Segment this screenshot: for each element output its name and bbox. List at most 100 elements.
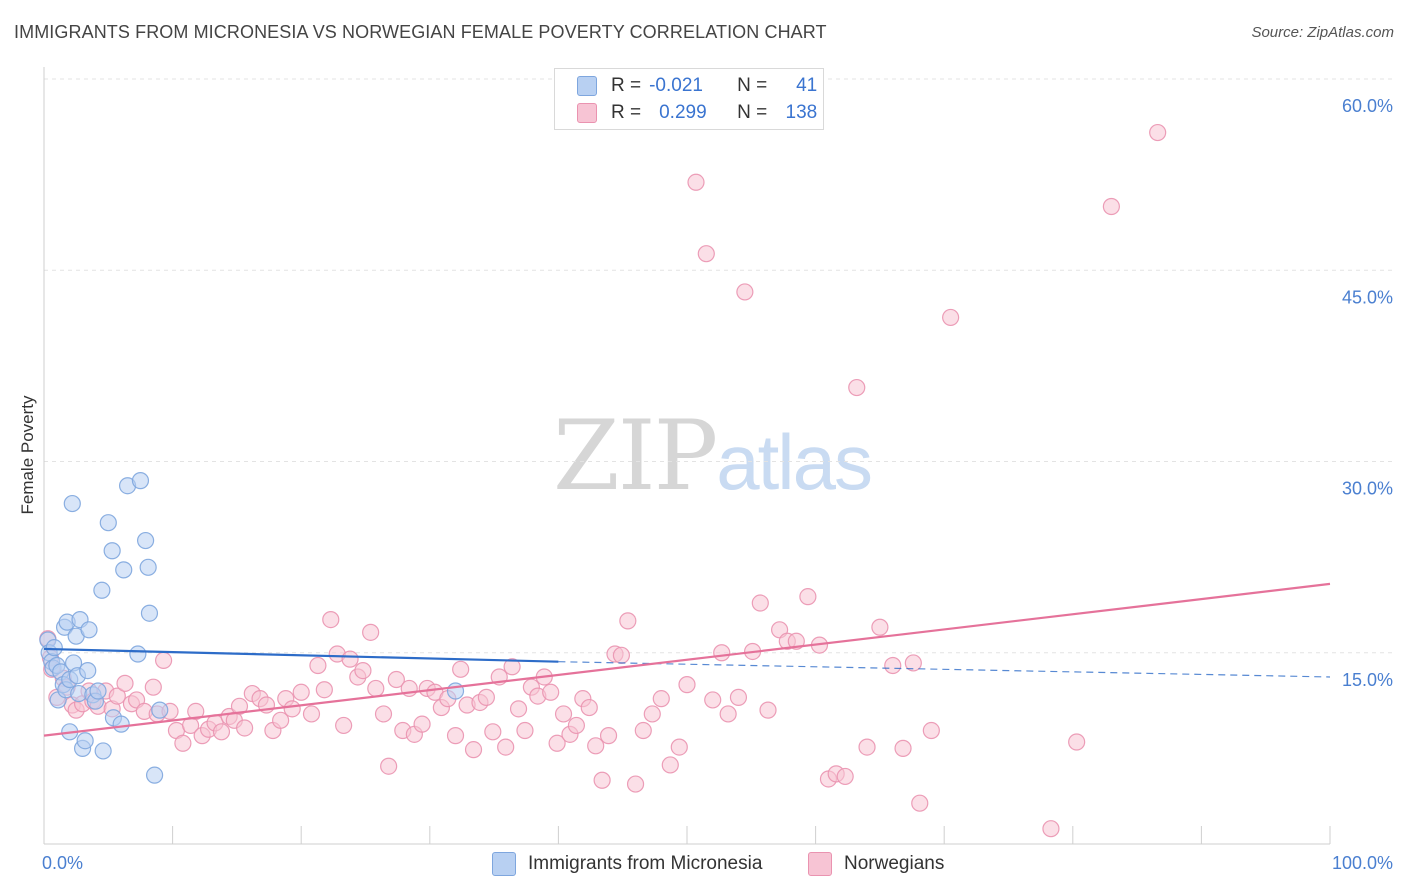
point-norwegians bbox=[362, 623, 380, 641]
point-norwegians bbox=[1149, 123, 1167, 142]
point-norwegians bbox=[911, 794, 929, 812]
point-norwegians bbox=[309, 656, 327, 675]
point-norwegians bbox=[497, 738, 515, 756]
y-tick-label: 30.0% bbox=[1342, 479, 1393, 499]
point-norwegians bbox=[580, 698, 598, 717]
point-micronesia bbox=[139, 558, 157, 576]
point-norwegians bbox=[799, 588, 817, 606]
point-micronesia bbox=[63, 494, 81, 513]
point-norwegians bbox=[751, 594, 769, 612]
point-norwegians bbox=[678, 676, 696, 694]
source-label: Source: ZipAtlas.com bbox=[1251, 24, 1394, 41]
point-norwegians bbox=[904, 654, 922, 672]
point-norwegians bbox=[858, 738, 876, 756]
point-norwegians bbox=[484, 723, 502, 741]
point-norwegians bbox=[548, 734, 566, 752]
point-norwegians bbox=[652, 690, 670, 708]
point-micronesia bbox=[70, 684, 88, 703]
point-norwegians bbox=[503, 658, 521, 676]
point-micronesia bbox=[140, 604, 159, 622]
point-norwegians bbox=[322, 610, 340, 629]
point-norwegians bbox=[272, 711, 290, 729]
point-norwegians bbox=[729, 688, 748, 706]
point-norwegians bbox=[108, 687, 126, 705]
point-micronesia bbox=[129, 645, 147, 663]
watermark-zip: ZIP bbox=[553, 400, 718, 512]
legend-n-value: 138 bbox=[785, 102, 818, 123]
point-micronesia bbox=[103, 542, 121, 560]
point-norwegians bbox=[302, 705, 321, 723]
point-norwegians bbox=[619, 612, 637, 630]
point-norwegians bbox=[236, 719, 254, 737]
legend-r-value: 0.299 bbox=[659, 102, 707, 123]
point-norwegians bbox=[464, 741, 483, 759]
point-norwegians bbox=[587, 737, 605, 755]
point-micronesia bbox=[151, 701, 169, 719]
point-norwegians bbox=[315, 681, 333, 699]
point-norwegians bbox=[687, 173, 705, 191]
legend-n-value: 41 bbox=[796, 75, 818, 96]
chart-title: IMMIGRANTS FROM MICRONESIA VS NORWEGIAN … bbox=[14, 22, 827, 42]
point-norwegians bbox=[719, 705, 737, 723]
point-micronesia bbox=[99, 514, 117, 532]
point-norwegians bbox=[787, 632, 805, 650]
point-norwegians bbox=[446, 727, 465, 745]
point-norwegians bbox=[670, 738, 688, 756]
legend-row-micronesia: R = -0.021 N = 41 bbox=[577, 73, 817, 99]
trend-line-norwegians bbox=[43, 582, 1331, 737]
legend-n-label: N = bbox=[737, 75, 768, 96]
point-micronesia bbox=[93, 581, 111, 599]
legend-swatch-pink bbox=[577, 103, 597, 123]
point-norwegians bbox=[643, 705, 661, 723]
point-micronesia bbox=[76, 732, 94, 750]
point-norwegians bbox=[848, 378, 866, 397]
series-legend: Immigrants from Micronesia Norwegians bbox=[0, 852, 1406, 878]
point-norwegians bbox=[612, 646, 631, 664]
point-norwegians bbox=[413, 715, 431, 733]
y-tick-label: 60.0% bbox=[1342, 96, 1393, 116]
legend-swatch-pink bbox=[808, 852, 832, 876]
point-norwegians bbox=[836, 767, 854, 786]
point-norwegians bbox=[187, 702, 205, 721]
legend-label-norwegians: Norwegians bbox=[844, 853, 945, 874]
point-micronesia bbox=[112, 715, 130, 733]
point-norwegians bbox=[283, 700, 301, 718]
legend-swatch-blue bbox=[492, 852, 516, 876]
point-norwegians bbox=[736, 283, 754, 301]
point-norwegians bbox=[759, 701, 777, 719]
trend-line-micronesia-extension bbox=[558, 661, 1331, 678]
point-norwegians bbox=[477, 688, 495, 706]
point-norwegians bbox=[380, 757, 398, 775]
point-norwegians bbox=[713, 644, 731, 662]
point-norwegians bbox=[516, 721, 534, 740]
point-norwegians bbox=[884, 656, 902, 675]
point-norwegians bbox=[230, 697, 249, 715]
point-norwegians bbox=[697, 245, 715, 263]
trend-line-micronesia bbox=[43, 647, 559, 663]
point-norwegians bbox=[144, 678, 162, 696]
point-norwegians bbox=[292, 683, 310, 701]
point-norwegians bbox=[1042, 820, 1060, 838]
legend-n-label: N = bbox=[737, 102, 768, 123]
point-micronesia bbox=[94, 742, 112, 760]
point-norwegians bbox=[894, 739, 912, 757]
point-norwegians bbox=[341, 650, 359, 668]
point-norwegians bbox=[116, 674, 134, 692]
point-norwegians bbox=[367, 679, 385, 698]
point-norwegians bbox=[154, 651, 173, 670]
legend-item-micronesia: Immigrants from Micronesia bbox=[492, 852, 762, 876]
legend-r-label: R = bbox=[611, 102, 642, 123]
point-norwegians bbox=[212, 723, 231, 741]
point-norwegians bbox=[626, 775, 645, 793]
y-tick-label: 15.0% bbox=[1342, 670, 1393, 690]
point-micronesia bbox=[79, 661, 97, 680]
point-norwegians bbox=[1068, 733, 1086, 751]
y-tick-label: 45.0% bbox=[1342, 287, 1393, 307]
point-norwegians bbox=[387, 670, 405, 689]
point-micronesia bbox=[131, 472, 150, 490]
point-norwegians bbox=[542, 683, 560, 701]
point-norwegians bbox=[661, 756, 679, 774]
point-norwegians bbox=[922, 721, 940, 740]
point-norwegians bbox=[871, 618, 889, 636]
